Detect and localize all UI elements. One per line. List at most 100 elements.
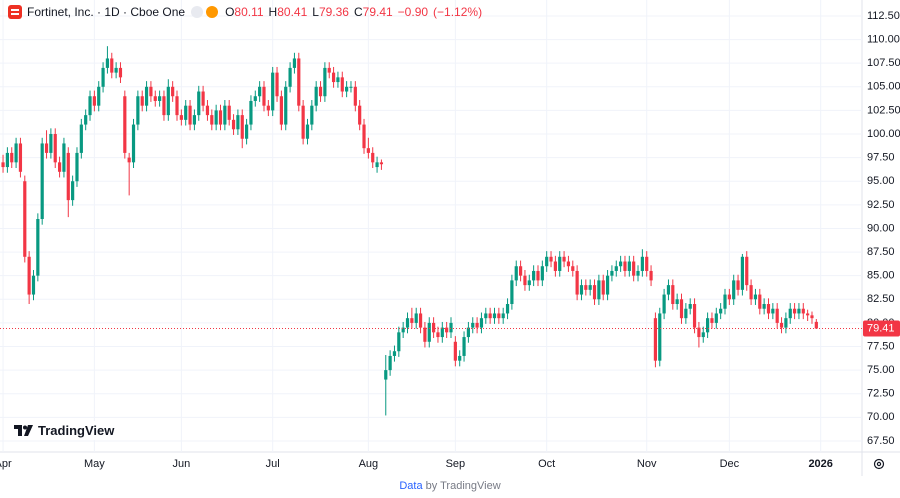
candle-body [797, 308, 801, 314]
candle-body [684, 308, 688, 319]
footer-link[interactable]: Data [399, 480, 423, 492]
x-tick-label: Jul [266, 458, 280, 470]
y-tick-label: 70.00 [867, 411, 895, 423]
candle-body [1, 162, 5, 168]
candle-body [44, 143, 49, 153]
candle-body [719, 308, 723, 314]
x-tick-label: May [84, 458, 105, 470]
candle-body [553, 261, 557, 271]
candle-body [223, 105, 227, 125]
candle-body [692, 304, 697, 328]
candle-body [392, 351, 397, 356]
candle-body [84, 115, 88, 125]
ohlc-label: O [225, 5, 235, 19]
candle-body [36, 219, 40, 276]
candle-body [671, 285, 675, 305]
candle-body [558, 256, 562, 271]
candle-body [258, 86, 262, 97]
candle-body [271, 72, 275, 111]
candle-body [701, 332, 705, 338]
candle-body [249, 100, 253, 125]
candle-body [144, 86, 149, 106]
x-tick-label: Oct [538, 458, 555, 470]
candle-body [740, 256, 744, 290]
ohlc-label: L [312, 5, 319, 19]
candle-body [358, 105, 362, 125]
change-pct: (−1.12%) [433, 5, 483, 19]
candle-body [566, 261, 571, 267]
candle-body [788, 308, 792, 319]
candle-body [745, 256, 749, 286]
candle-body [10, 152, 14, 163]
candle-body [592, 285, 597, 300]
candle-body [297, 58, 301, 106]
candle-body [5, 152, 9, 168]
candle-body [584, 285, 588, 290]
y-tick-label: 92.50 [867, 199, 895, 211]
candle-body [632, 261, 636, 276]
candle-body [305, 124, 310, 139]
symbol-logo [8, 5, 22, 19]
candle-body [523, 275, 527, 286]
candle-body [27, 256, 31, 295]
candle-body [49, 134, 53, 153]
candle-body [806, 313, 810, 316]
y-tick-label: 77.50 [867, 340, 895, 352]
candle-body [706, 318, 710, 333]
candle-body [244, 124, 249, 139]
candle-body [336, 77, 340, 83]
candle-body [662, 294, 666, 314]
price-tag-label: 79.41 [867, 322, 895, 334]
candle-body [31, 275, 36, 295]
candle-body [57, 162, 62, 172]
candle-body [736, 280, 740, 290]
candle-body [458, 355, 462, 361]
candle-body [114, 67, 118, 73]
x-tick-label: Dec [720, 458, 740, 470]
candle-body [749, 285, 753, 300]
candle-body [192, 115, 197, 125]
candle-body [131, 124, 136, 163]
candle-body [153, 96, 157, 101]
candle-body [158, 96, 162, 101]
candle-body [688, 304, 692, 309]
candle-body [666, 285, 671, 295]
candle-body [210, 115, 214, 125]
y-tick-label: 105.00 [867, 81, 900, 93]
candle-body [266, 105, 270, 111]
y-tick-label: 102.50 [867, 104, 900, 116]
candle-body [175, 96, 179, 116]
candle-body [262, 86, 266, 106]
candle-body [418, 313, 423, 328]
candle-body [184, 105, 188, 120]
candle-body [762, 304, 766, 309]
status-icons [191, 6, 219, 18]
candle-body [475, 322, 479, 328]
y-tick-label: 95.00 [867, 175, 895, 187]
candle-body [784, 318, 788, 328]
y-tick-label: 110.00 [867, 33, 900, 45]
candle-body [110, 58, 114, 73]
candle-body [288, 67, 292, 87]
candle-body [218, 110, 223, 125]
candle-body [118, 67, 123, 78]
candle-body [610, 270, 614, 276]
candle-body [231, 119, 236, 130]
settings-icon[interactable] [873, 458, 885, 470]
candle-body [505, 304, 510, 314]
ohlc-label: H [268, 5, 278, 19]
candle-body [236, 115, 240, 130]
candle-body [214, 110, 218, 125]
candle-body [810, 315, 814, 319]
y-tick-label: 112.50 [867, 10, 900, 22]
price-tag [863, 320, 900, 337]
candle-body [710, 318, 714, 323]
candle-body [471, 322, 475, 328]
candle-body [549, 256, 553, 262]
y-tick-label: 72.50 [867, 388, 895, 400]
watermark[interactable]: TradingView [10, 421, 119, 440]
candle-body [62, 143, 66, 172]
candle-body [253, 96, 257, 101]
candle-body [353, 86, 357, 106]
candle-body [445, 327, 449, 333]
